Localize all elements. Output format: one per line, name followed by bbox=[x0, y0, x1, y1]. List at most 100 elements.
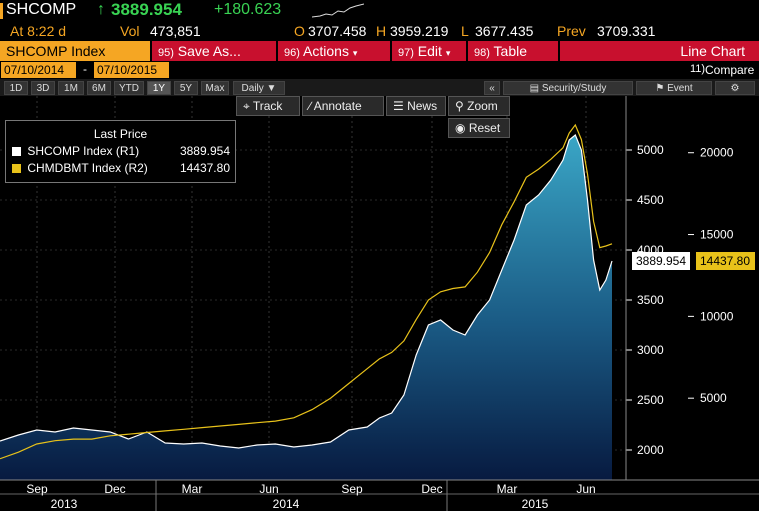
high-value: 3959.219 bbox=[390, 23, 449, 39]
chevron-down-icon: ▼ bbox=[266, 83, 277, 94]
collapse-button[interactable]: « bbox=[484, 81, 500, 95]
quote-bar: SHCOMP ↑ 3889.954 +180.623 bbox=[0, 0, 759, 22]
table-label: Table bbox=[493, 43, 528, 59]
save-label: Save As... bbox=[177, 43, 241, 59]
ticker-symbol[interactable]: SHCOMP bbox=[6, 1, 77, 18]
period-1m[interactable]: 1M bbox=[58, 81, 84, 95]
chart-type-button[interactable]: Line Chart bbox=[560, 41, 759, 61]
vol-value: 473,851 bbox=[150, 23, 201, 39]
save-as-button[interactable]: 95) Save As... bbox=[152, 41, 276, 61]
chevron-down-icon: ▾ bbox=[352, 48, 358, 58]
legend-swatch-yellow bbox=[12, 164, 21, 174]
news-label: News bbox=[407, 99, 438, 113]
right-tick-label: 10000 bbox=[700, 309, 734, 323]
left-tick-label: 3000 bbox=[637, 343, 664, 357]
menu-bar: SHCOMP Index 95) Save As... 96) Actions … bbox=[0, 41, 759, 61]
x-tick-label: Sep bbox=[26, 482, 48, 496]
vol-label: Vol bbox=[120, 23, 140, 39]
actions-button[interactable]: 96) Actions ▾ bbox=[278, 41, 390, 61]
news-icon: ☰ bbox=[393, 99, 408, 113]
save-num: 95) bbox=[158, 47, 174, 59]
up-arrow-icon: ↑ bbox=[97, 1, 105, 18]
event-label: Event bbox=[667, 83, 693, 94]
legend-name-chmdbmt: CHMDBMT Index (R2) bbox=[27, 161, 148, 175]
compare-num: 11) bbox=[690, 63, 706, 75]
period-5y[interactable]: 5Y bbox=[174, 81, 198, 95]
compare-button[interactable]: Compare bbox=[705, 63, 755, 77]
flag-icon: ⚑ bbox=[655, 83, 668, 94]
legend-entry-shcomp[interactable]: SHCOMP Index (R1) 3889.954 bbox=[12, 144, 234, 158]
left-tick-label: 5000 bbox=[637, 143, 664, 157]
security-label: SHCOMP Index bbox=[6, 43, 106, 59]
date-range-bar: 07/10/2014 - 07/10/2015 11) Compare bbox=[0, 61, 759, 79]
chart-legend: Last Price SHCOMP Index (R1) 3889.954 CH… bbox=[5, 120, 236, 183]
x-year-label: 2015 bbox=[522, 497, 549, 511]
security-field[interactable]: SHCOMP Index bbox=[0, 41, 150, 61]
legend-value-chmdbmt: 14437.80 bbox=[179, 161, 230, 175]
start-date: 07/10/2014 bbox=[4, 63, 65, 77]
actions-label: Actions bbox=[303, 43, 349, 59]
low-label: L bbox=[461, 23, 469, 39]
last-value-shcomp: 3889.954 bbox=[636, 254, 686, 268]
settings-button[interactable]: ⚙ bbox=[715, 81, 755, 95]
track-label: Track bbox=[252, 99, 283, 113]
annotate-button[interactable]: ∕ Annotate bbox=[302, 96, 384, 116]
right-axis-ticks: 5000 10000 15000 20000 bbox=[688, 146, 734, 405]
high-label: H bbox=[376, 23, 387, 39]
price-change: +180.623 bbox=[214, 1, 282, 18]
left-tick-label: 2500 bbox=[637, 393, 664, 407]
x-year-label: 2014 bbox=[273, 497, 300, 511]
zoom-button[interactable]: ⚲ Zoom bbox=[448, 96, 510, 116]
stats-bar: At 8:22 d Vol 473,851 O 3707.458 H 3959.… bbox=[0, 22, 759, 41]
legend-title: Last Price bbox=[93, 127, 148, 141]
legend-name-shcomp: SHCOMP Index (R1) bbox=[27, 144, 140, 158]
security-study-label: Security/Study bbox=[541, 83, 607, 94]
x-tick-label: Dec bbox=[421, 482, 442, 496]
period-3d[interactable]: 3D bbox=[31, 81, 55, 95]
open-label: O bbox=[294, 23, 305, 39]
time-label: At 8:22 d bbox=[10, 23, 67, 39]
gear-icon: ⚙ bbox=[730, 83, 740, 94]
left-tick-label: 4500 bbox=[637, 193, 664, 207]
chevron-down-icon: ▾ bbox=[445, 48, 451, 58]
track-button[interactable]: ⌖ Track bbox=[236, 96, 300, 116]
table-button[interactable]: 98) Table bbox=[468, 41, 558, 61]
shcomp-line bbox=[0, 134, 613, 449]
chmdbmt-line bbox=[0, 123, 613, 460]
last-value-box-shcomp bbox=[632, 252, 690, 270]
chart-type-label: Line Chart bbox=[680, 43, 745, 59]
sparkline bbox=[312, 3, 364, 18]
period-max[interactable]: Max bbox=[201, 81, 229, 95]
legend-swatch-white bbox=[12, 147, 21, 157]
news-button[interactable]: ☰ News bbox=[386, 96, 446, 116]
x-tick-label: Jun bbox=[259, 482, 278, 496]
last-value-box-chmdbmt bbox=[696, 252, 755, 270]
last-value-chmdbmt: 14437.80 bbox=[700, 254, 750, 268]
x-tick-label: Sep bbox=[341, 482, 363, 496]
pencil-icon: ∕ bbox=[309, 99, 314, 113]
reset-button[interactable]: ◉ Reset bbox=[448, 118, 510, 138]
event-button[interactable]: ⚑ Event bbox=[636, 81, 712, 95]
edit-button[interactable]: 97) Edit ▾ bbox=[392, 41, 466, 61]
x-tick-label: Dec bbox=[104, 482, 125, 496]
end-date-field[interactable]: 07/10/2015 bbox=[94, 62, 169, 78]
x-year-label: 2013 bbox=[51, 497, 78, 511]
period-6m[interactable]: 6M bbox=[87, 81, 111, 95]
last-price: 3889.954 bbox=[111, 0, 182, 19]
start-date-field[interactable]: 07/10/2014 bbox=[1, 62, 76, 78]
x-axis-ticks: Sep Dec Mar Jun Sep Dec Mar Jun 2013 2014 2015 bbox=[0, 479, 759, 511]
period-1d[interactable]: 1D bbox=[4, 81, 28, 95]
crosshair-icon: ⌖ bbox=[243, 99, 253, 113]
edit-label: Edit bbox=[417, 43, 442, 59]
period-1y[interactable]: 1Y bbox=[147, 81, 171, 95]
actions-num: 96) bbox=[284, 47, 300, 59]
open-value: 3707.458 bbox=[308, 23, 367, 39]
frequency-label: Daily bbox=[241, 83, 264, 94]
period-ytd[interactable]: YTD bbox=[114, 81, 144, 95]
table-num: 98) bbox=[474, 47, 490, 59]
legend-value-shcomp: 3889.954 bbox=[179, 144, 230, 158]
frequency-dropdown[interactable]: Daily ▼ bbox=[233, 81, 285, 95]
security-study-button[interactable]: ▤ Security/Study bbox=[503, 81, 633, 95]
legend-entry-chmdbmt[interactable]: CHMDBMT Index (R2) 14437.80 bbox=[12, 161, 234, 175]
